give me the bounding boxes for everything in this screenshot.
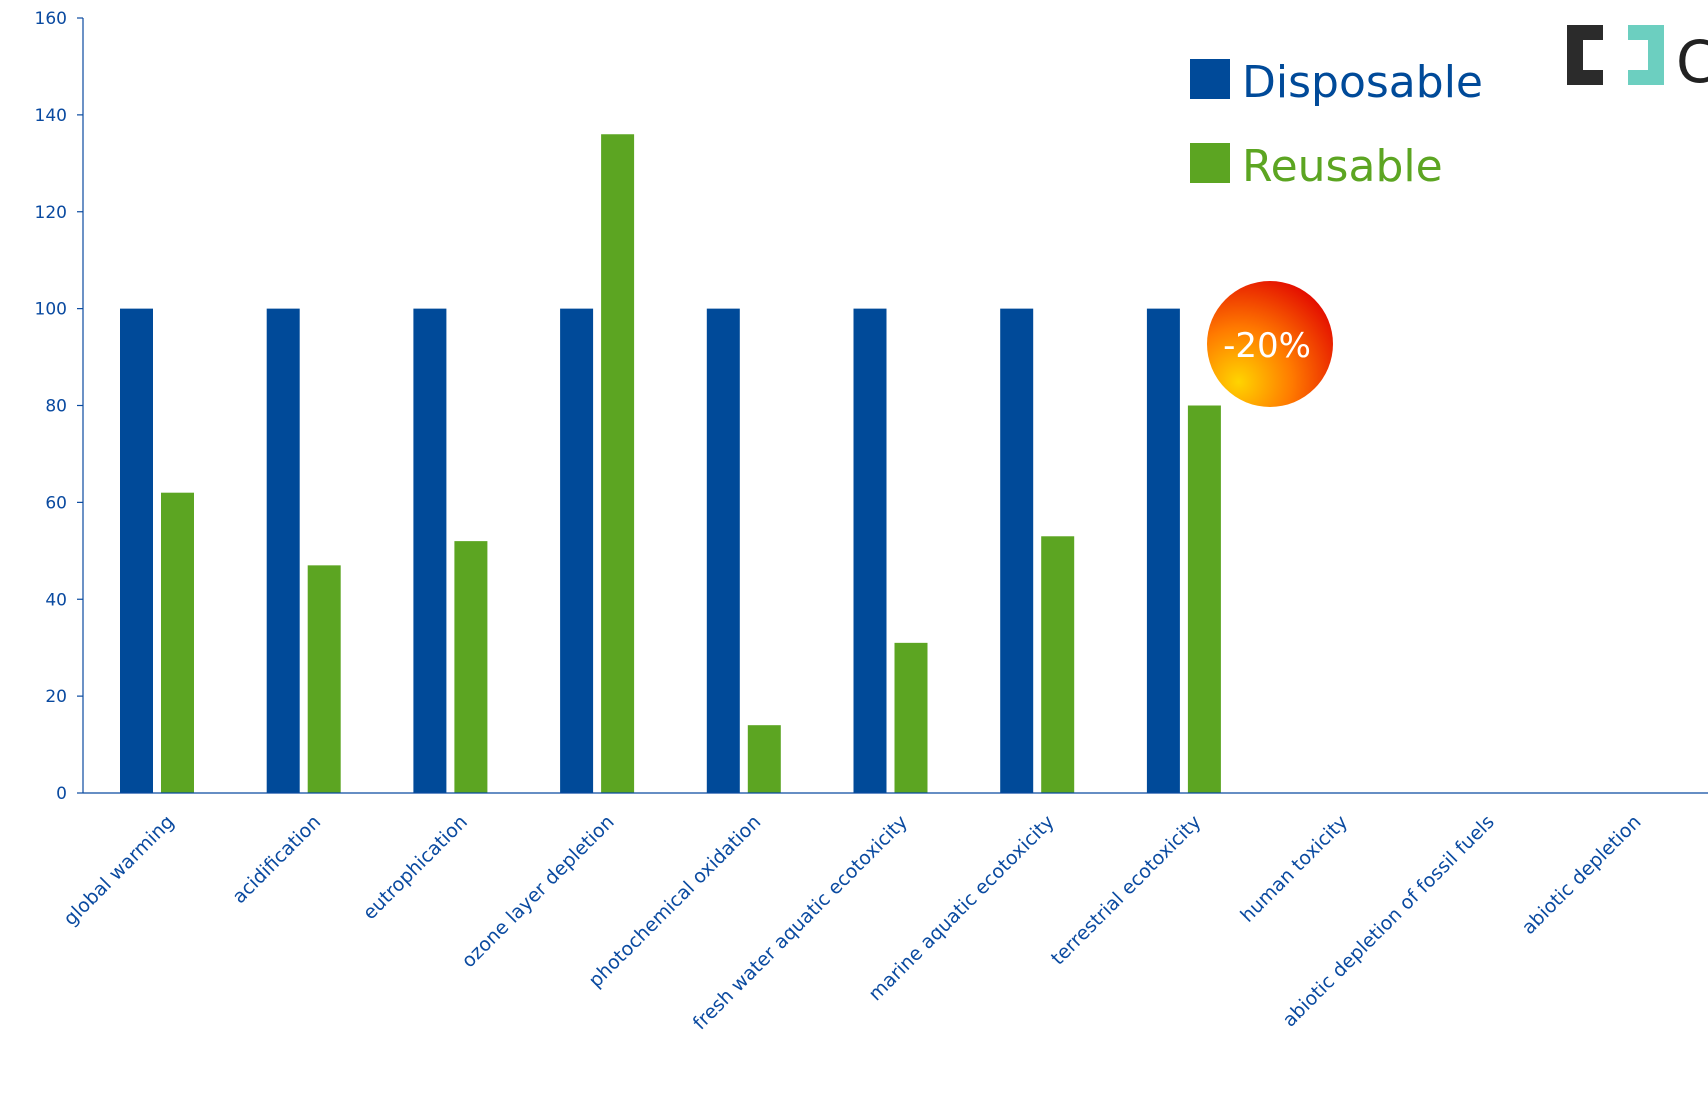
bar-disposable-0: [120, 308, 153, 793]
x-tick-label: acidification: [228, 811, 325, 908]
x-tick-label: human toxicity: [1236, 811, 1352, 927]
y-tick-label: 100: [35, 300, 67, 320]
bar-disposable-2: [413, 308, 447, 793]
bar-disposable-7: [1146, 308, 1180, 793]
bar-disposable-1: [266, 308, 300, 793]
x-tick-label: ozone layer depletion: [458, 811, 619, 972]
bracket-logo-icon: [1567, 25, 1603, 85]
legend-label-reusable: Reusable: [1242, 141, 1443, 192]
y-tick-label: 20: [45, 687, 67, 707]
badge-text: -20%: [1223, 326, 1311, 366]
bar-reusable-0: [161, 492, 194, 793]
bar-reusable-1: [307, 565, 341, 793]
bar-disposable-6: [1000, 308, 1034, 793]
bar-disposable-4: [706, 308, 740, 793]
x-tick-label: global warming: [59, 811, 178, 930]
reduction-badge: -20%: [1207, 281, 1333, 407]
logo-text: C: [1676, 28, 1708, 96]
bar-reusable-2: [454, 541, 488, 793]
y-tick-label: 160: [35, 9, 67, 29]
bar-reusable-3: [601, 134, 635, 793]
y-tick-label: 80: [45, 397, 67, 417]
bracket-logo-icon: [1628, 25, 1664, 85]
bar-disposable-5: [853, 308, 887, 793]
y-axis: 0 20 40 60 80 100 120 140 160: [35, 9, 84, 804]
bar-reusable-7: [1187, 405, 1221, 793]
legend: Disposable Reusable: [1190, 57, 1483, 192]
y-tick-label: 120: [35, 203, 67, 223]
bar-reusable-5: [894, 642, 928, 793]
bar-reusable-6: [1041, 536, 1075, 793]
badge-circle: [1207, 281, 1333, 407]
y-tick-label: 0: [56, 784, 67, 804]
y-tick-label: 40: [45, 590, 67, 610]
legend-label-disposable: Disposable: [1242, 57, 1483, 108]
bar-disposable-3: [560, 308, 594, 793]
x-tick-label: eutrophication: [359, 811, 472, 924]
x-axis: global warming acidification eutrophicatio…: [59, 792, 1708, 1034]
legend-swatch-disposable: [1190, 59, 1230, 99]
bars: [120, 134, 1221, 793]
legend-swatch-reusable: [1190, 143, 1230, 183]
bar-reusable-4: [747, 725, 781, 793]
y-tick-label: 60: [45, 493, 67, 513]
x-tick-label: abiotic depletion: [1518, 811, 1646, 939]
x-tick-label: photochemical oxidation: [584, 811, 765, 992]
y-tick-label: 140: [35, 106, 67, 126]
x-tick-label: terrestrial ecotoxicity: [1047, 811, 1206, 970]
logo: C: [1567, 25, 1708, 96]
